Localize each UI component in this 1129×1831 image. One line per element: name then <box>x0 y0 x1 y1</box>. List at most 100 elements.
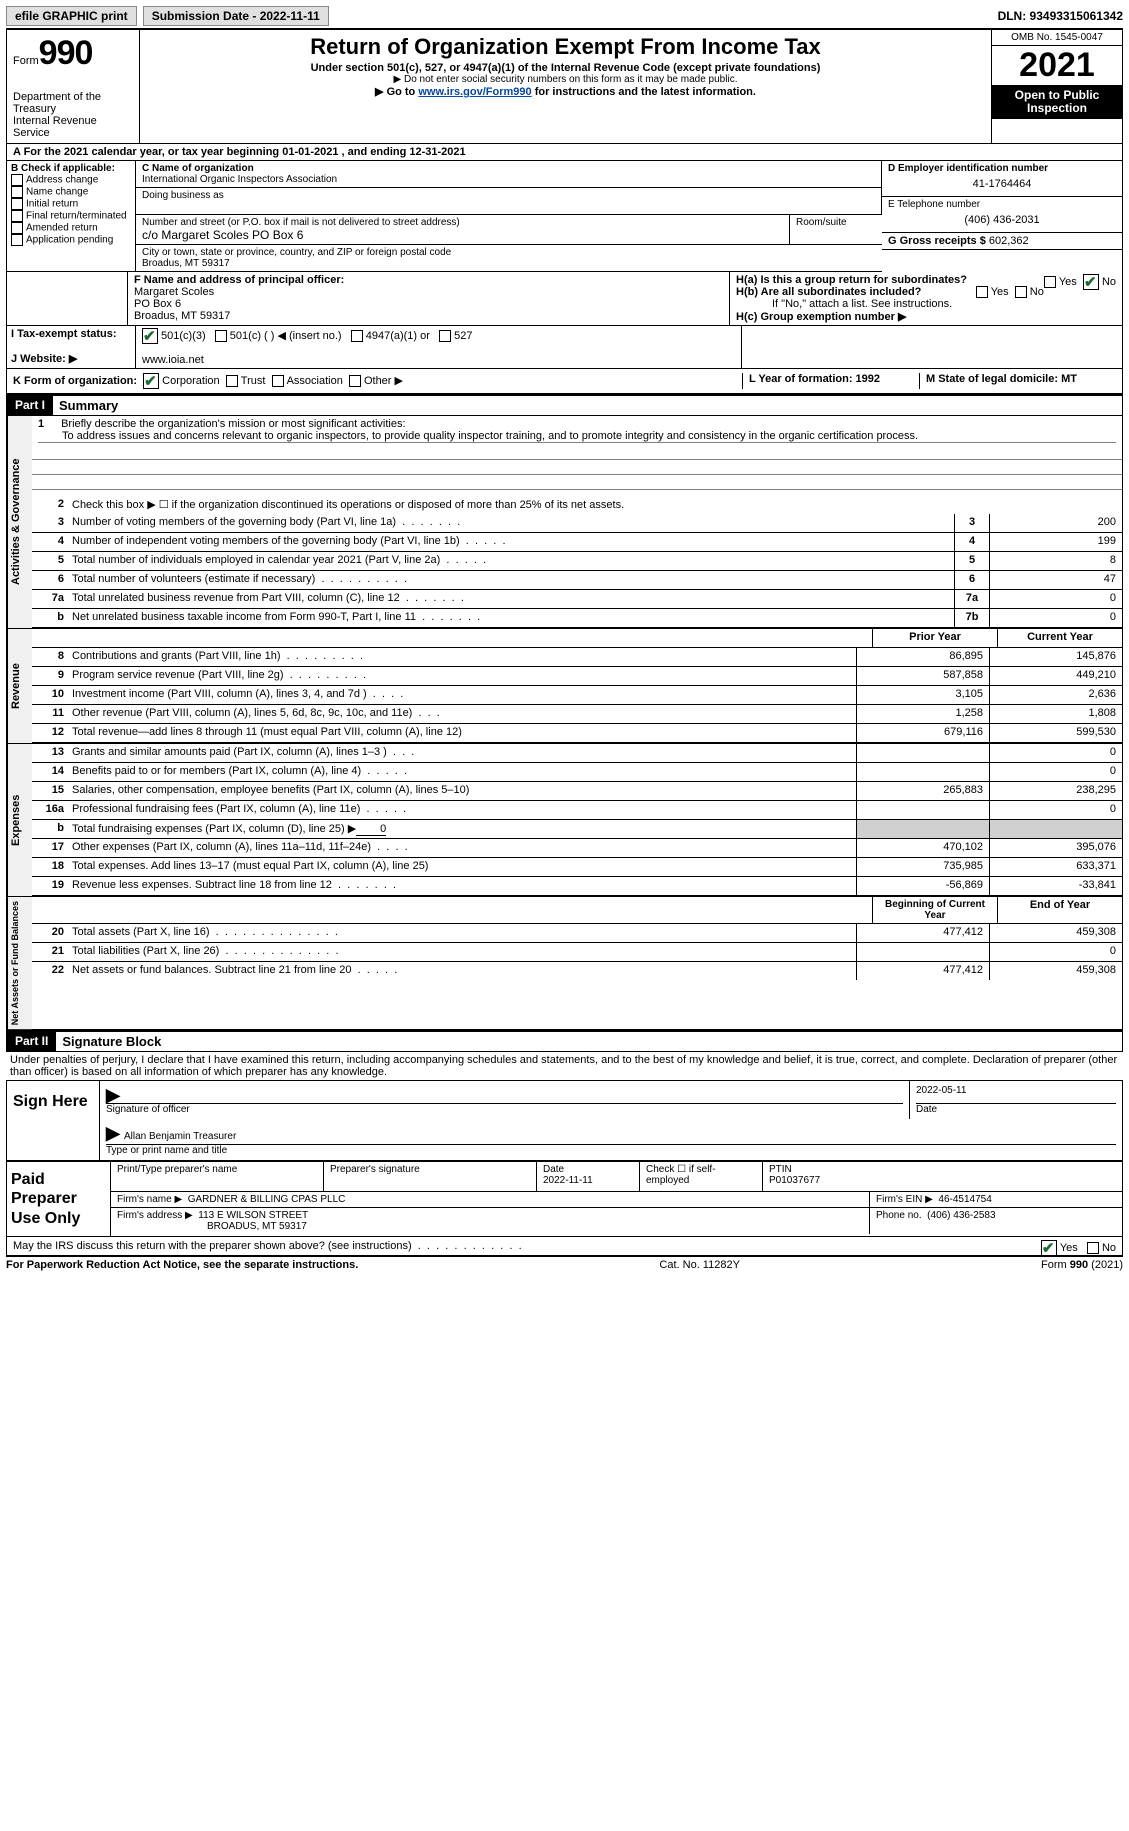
line-20-prior: 477,412 <box>856 924 989 942</box>
firm-name-value: GARDNER & BILLING CPAS PLLC <box>188 1194 346 1205</box>
part-1-label: Part I <box>7 396 53 415</box>
submission-date: Submission Date - 2022-11-11 <box>143 6 329 26</box>
line-11-curr: 1,808 <box>989 705 1122 723</box>
street-row: Number and street (or P.O. box if mail i… <box>136 215 882 245</box>
row-i-j: I Tax-exempt status: J Website: ▶ 501(c)… <box>6 326 1123 369</box>
box-f-label: F Name and address of principal officer: <box>134 274 723 286</box>
col-current-year: Current Year <box>997 629 1122 647</box>
sign-here-block: Sign Here ▶ Signature of officer 2022-05… <box>6 1081 1123 1161</box>
line-9-label: Program service revenue (Part VIII, line… <box>68 667 856 685</box>
cb-application-pending[interactable]: Application pending <box>11 234 131 246</box>
line-a-tax-year: A For the 2021 calendar year, or tax yea… <box>6 144 1123 161</box>
discuss-row: May the IRS discuss this return with the… <box>6 1237 1123 1256</box>
section-net-assets: Net Assets or Fund Balances Beginning of… <box>6 897 1123 1030</box>
line-15-label: Salaries, other compensation, employee b… <box>68 782 856 800</box>
officer-addr1: PO Box 6 <box>134 298 723 310</box>
sign-date-value: 2022-05-11 <box>916 1085 1116 1104</box>
cb-corporation[interactable] <box>143 373 159 389</box>
line-19-curr: -33,841 <box>989 877 1122 895</box>
row-k-l-m: K Form of organization: Corporation Trus… <box>6 369 1123 394</box>
cb-association[interactable] <box>272 375 284 387</box>
line-14-prior <box>856 763 989 781</box>
cb-subs-no[interactable] <box>1015 286 1027 298</box>
header-grid: B Check if applicable: Address change Na… <box>6 161 1123 272</box>
efile-print-button[interactable]: efile GRAPHIC print <box>6 6 137 26</box>
cb-discuss-no[interactable] <box>1087 1242 1099 1254</box>
paid-preparer-block: Paid Preparer Use Only Print/Type prepar… <box>6 1161 1123 1237</box>
ein-value: 41-1764464 <box>888 174 1116 194</box>
line-19-label: Revenue less expenses. Subtract line 18 … <box>68 877 856 895</box>
line-5-value: 8 <box>989 552 1122 570</box>
room-suite-label: Room/suite <box>790 215 882 244</box>
box-d-label: D Employer identification number <box>888 163 1116 174</box>
cb-4947[interactable] <box>351 330 363 342</box>
firm-addr-label: Firm's address ▶ <box>117 1210 193 1221</box>
h-c-row: H(c) Group exemption number ▶ <box>736 310 1116 323</box>
col-end-year: End of Year <box>997 897 1122 923</box>
line-22-prior: 477,412 <box>856 962 989 980</box>
officer-name: Margaret Scoles <box>134 286 723 298</box>
part-2-label: Part II <box>7 1032 56 1051</box>
officer-name-printed: ▶Allan Benjamin Treasurer <box>106 1123 1116 1145</box>
ptin-value: P01037677 <box>769 1175 820 1186</box>
line-10-prior: 3,105 <box>856 686 989 704</box>
line-2: Check this box ▶ ☐ if the organization d… <box>68 496 1122 514</box>
officer-signature-line[interactable]: ▶ <box>106 1085 903 1104</box>
cb-discuss-yes[interactable] <box>1041 1240 1057 1256</box>
cb-trust[interactable] <box>226 375 238 387</box>
row-k-label: K Form of organization: <box>13 375 137 387</box>
cb-501c3[interactable] <box>142 328 158 344</box>
ssn-note: ▶ Do not enter social security numbers o… <box>144 74 987 85</box>
org-name: International Organic Inspectors Associa… <box>142 174 875 185</box>
row-i-label: I Tax-exempt status: <box>11 328 131 340</box>
line-8-label: Contributions and grants (Part VIII, lin… <box>68 648 856 666</box>
cb-group-yes[interactable] <box>1044 276 1056 288</box>
line-15-prior: 265,883 <box>856 782 989 800</box>
line-7a-value: 0 <box>989 590 1122 608</box>
dba-label: Doing business as <box>142 190 875 201</box>
part-2-header-row: Part II Signature Block <box>6 1030 1123 1052</box>
firm-name-label: Firm's name ▶ <box>117 1194 182 1205</box>
h-a-row: H(a) Is this a group return for subordin… <box>736 274 1116 286</box>
col-prior-year: Prior Year <box>872 629 997 647</box>
line-7b-value: 0 <box>989 609 1122 627</box>
line-19-prior: -56,869 <box>856 877 989 895</box>
line-20-label: Total assets (Part X, line 16) . . . . .… <box>68 924 856 942</box>
cb-name-change[interactable]: Name change <box>11 186 131 198</box>
cb-amended-return[interactable]: Amended return <box>11 222 131 234</box>
line-21-curr: 0 <box>989 943 1122 961</box>
form990-link[interactable]: www.irs.gov/Form990 <box>418 86 531 98</box>
firm-ein-value: 46-4514754 <box>938 1194 991 1205</box>
row-j-label: J Website: ▶ <box>11 352 131 365</box>
self-employed-check[interactable]: Check ☐ if self-employed <box>640 1162 763 1191</box>
line-10-label: Investment income (Part VIII, column (A)… <box>68 686 856 704</box>
line-6-value: 47 <box>989 571 1122 589</box>
box-e-label: E Telephone number <box>888 199 1116 210</box>
cb-initial-return[interactable]: Initial return <box>11 198 131 210</box>
line-8-prior: 86,895 <box>856 648 989 666</box>
h-b-note: If "No," attach a list. See instructions… <box>736 298 1116 310</box>
line-4-label: Number of independent voting members of … <box>68 533 954 551</box>
mission-text: To address issues and concerns relevant … <box>38 430 1116 443</box>
irs-label: Internal Revenue Service <box>13 115 133 139</box>
cb-other[interactable] <box>349 375 361 387</box>
cb-subs-yes[interactable] <box>976 286 988 298</box>
cb-final-return[interactable]: Final return/terminated <box>11 210 131 222</box>
cb-501c[interactable] <box>215 330 227 342</box>
line-13-curr: 0 <box>989 744 1122 762</box>
line-16b-label: Total fundraising expenses (Part IX, col… <box>68 820 856 838</box>
section-activities-governance: Activities & Governance 1 Briefly descri… <box>6 416 1123 629</box>
line-16b-gray1 <box>856 820 989 838</box>
line-7b-label: Net unrelated business taxable income fr… <box>68 609 954 627</box>
line-14-curr: 0 <box>989 763 1122 781</box>
cb-527[interactable] <box>439 330 451 342</box>
line-18-label: Total expenses. Add lines 13–17 (must eq… <box>68 858 856 876</box>
line-12-label: Total revenue—add lines 8 through 11 (mu… <box>68 724 856 742</box>
cb-group-no[interactable] <box>1083 274 1099 290</box>
city-value: Broadus, MT 59317 <box>142 258 876 269</box>
line-9-prior: 587,858 <box>856 667 989 685</box>
form-number: 990 <box>39 34 93 72</box>
line-11-label: Other revenue (Part VIII, column (A), li… <box>68 705 856 723</box>
cb-address-change[interactable]: Address change <box>11 174 131 186</box>
line-16b-gray2 <box>989 820 1122 838</box>
